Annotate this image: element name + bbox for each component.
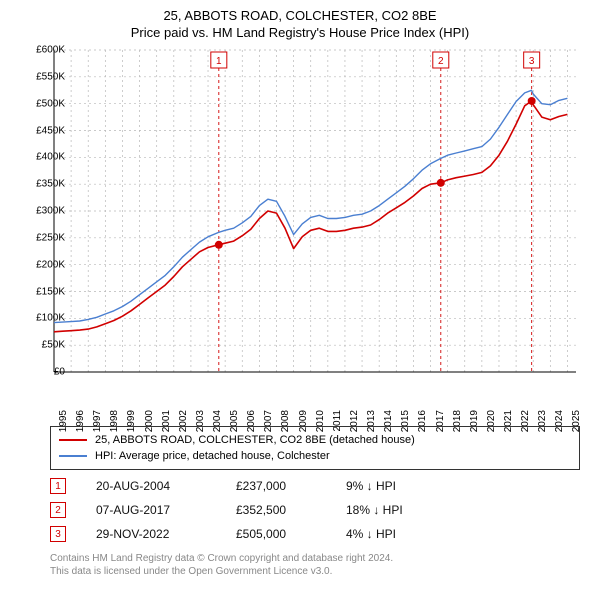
y-tick-label: £450K — [15, 125, 65, 136]
legend-label-series1: 25, ABBOTS ROAD, COLCHESTER, CO2 8BE (de… — [95, 434, 415, 446]
svg-text:1: 1 — [216, 56, 222, 67]
marker-delta-1: 9% ↓ HPI — [346, 479, 466, 493]
y-tick-label: £600K — [15, 45, 65, 56]
marker-badge-2: 2 — [50, 502, 66, 518]
y-tick-label: £50K — [15, 340, 65, 351]
y-tick-label: £100K — [15, 313, 65, 324]
legend-row-series1: 25, ABBOTS ROAD, COLCHESTER, CO2 8BE (de… — [59, 432, 571, 448]
svg-text:2: 2 — [438, 56, 444, 67]
marker-row-2: 2 07-AUG-2017 £352,500 18% ↓ HPI — [50, 498, 466, 522]
y-tick-label: £500K — [15, 98, 65, 109]
marker-row-1: 1 20-AUG-2004 £237,000 9% ↓ HPI — [50, 474, 466, 498]
marker-delta-2: 18% ↓ HPI — [346, 503, 466, 517]
chart-title-line1: 25, ABBOTS ROAD, COLCHESTER, CO2 8BE — [0, 8, 600, 23]
marker-price-2: £352,500 — [236, 503, 346, 517]
chart-svg: 1 2 3 — [50, 46, 580, 376]
y-tick-label: £300K — [15, 206, 65, 217]
chart-area: 1 2 3 — [50, 46, 580, 376]
marker-price-1: £237,000 — [236, 479, 346, 493]
legend-box: 25, ABBOTS ROAD, COLCHESTER, CO2 8BE (de… — [50, 426, 580, 470]
legend-swatch-series1 — [59, 439, 87, 441]
legend-label-series2: HPI: Average price, detached house, Colc… — [95, 450, 330, 462]
marker-date-3: 29-NOV-2022 — [96, 527, 236, 541]
markers-table: 1 20-AUG-2004 £237,000 9% ↓ HPI 2 07-AUG… — [50, 474, 466, 546]
marker-badge-1: 1 — [50, 478, 66, 494]
y-tick-label: £200K — [15, 259, 65, 270]
marker-price-3: £505,000 — [236, 527, 346, 541]
footer-line1: Contains HM Land Registry data © Crown c… — [50, 552, 393, 565]
y-tick-label: £0 — [15, 367, 65, 378]
marker-badge-3: 3 — [50, 526, 66, 542]
footer-attribution: Contains HM Land Registry data © Crown c… — [50, 552, 393, 578]
marker-row-3: 3 29-NOV-2022 £505,000 4% ↓ HPI — [50, 522, 466, 546]
y-tick-label: £550K — [15, 71, 65, 82]
marker-date-1: 20-AUG-2004 — [96, 479, 236, 493]
y-tick-label: £400K — [15, 152, 65, 163]
legend-row-series2: HPI: Average price, detached house, Colc… — [59, 448, 571, 464]
y-tick-label: £250K — [15, 232, 65, 243]
svg-text:3: 3 — [529, 56, 535, 67]
y-tick-label: £350K — [15, 179, 65, 190]
footer-line2: This data is licensed under the Open Gov… — [50, 565, 393, 578]
legend-swatch-series2 — [59, 455, 87, 457]
marker-delta-3: 4% ↓ HPI — [346, 527, 466, 541]
y-tick-label: £150K — [15, 286, 65, 297]
marker-date-2: 07-AUG-2017 — [96, 503, 236, 517]
chart-title-line2: Price paid vs. HM Land Registry's House … — [0, 25, 600, 40]
chart-title-block: 25, ABBOTS ROAD, COLCHESTER, CO2 8BE Pri… — [0, 0, 600, 44]
